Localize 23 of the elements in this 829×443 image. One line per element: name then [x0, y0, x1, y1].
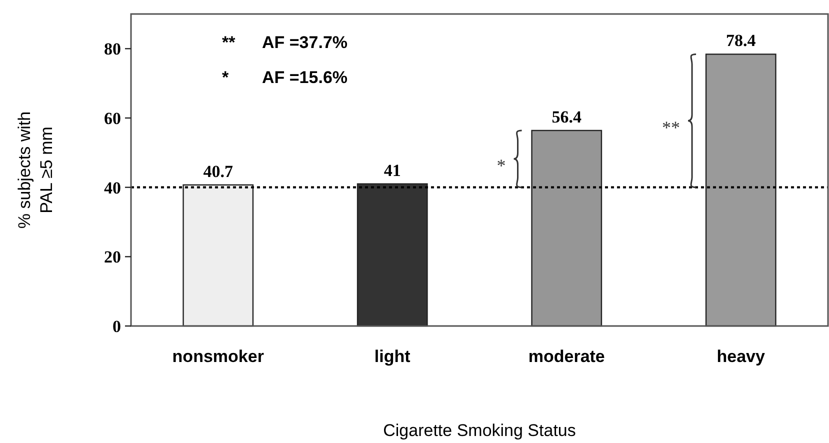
x-axis-title: Cigarette Smoking Status	[383, 421, 576, 440]
bar	[356, 183, 428, 327]
data-label: 78.4	[726, 31, 756, 50]
data-label: 56.4	[552, 107, 582, 126]
bar	[531, 130, 602, 327]
x-tick-label: light	[374, 347, 411, 366]
x-tick-label: heavy	[716, 347, 766, 366]
bar	[705, 54, 776, 327]
annotation: **	[222, 33, 236, 52]
y-tick-label: 20	[104, 248, 121, 267]
data-label: 40.7	[203, 162, 234, 181]
text: AF =37.7%	[262, 33, 348, 52]
x-tick-label: nonsmoker	[172, 347, 264, 366]
x-tick-label: moderate	[528, 347, 605, 366]
y-tick-label: 80	[104, 40, 121, 59]
annotation: *	[222, 68, 229, 87]
y-tick-label: 60	[104, 108, 121, 128]
y-tick-label: 0	[112, 316, 121, 336]
y-tick-label: 40	[104, 178, 121, 198]
data-label: 41	[384, 160, 401, 180]
text: AF =15.6%	[262, 68, 348, 87]
y-axis-title: % subjects with PAL ≥5 mm	[15, 111, 56, 229]
bar	[182, 184, 254, 327]
